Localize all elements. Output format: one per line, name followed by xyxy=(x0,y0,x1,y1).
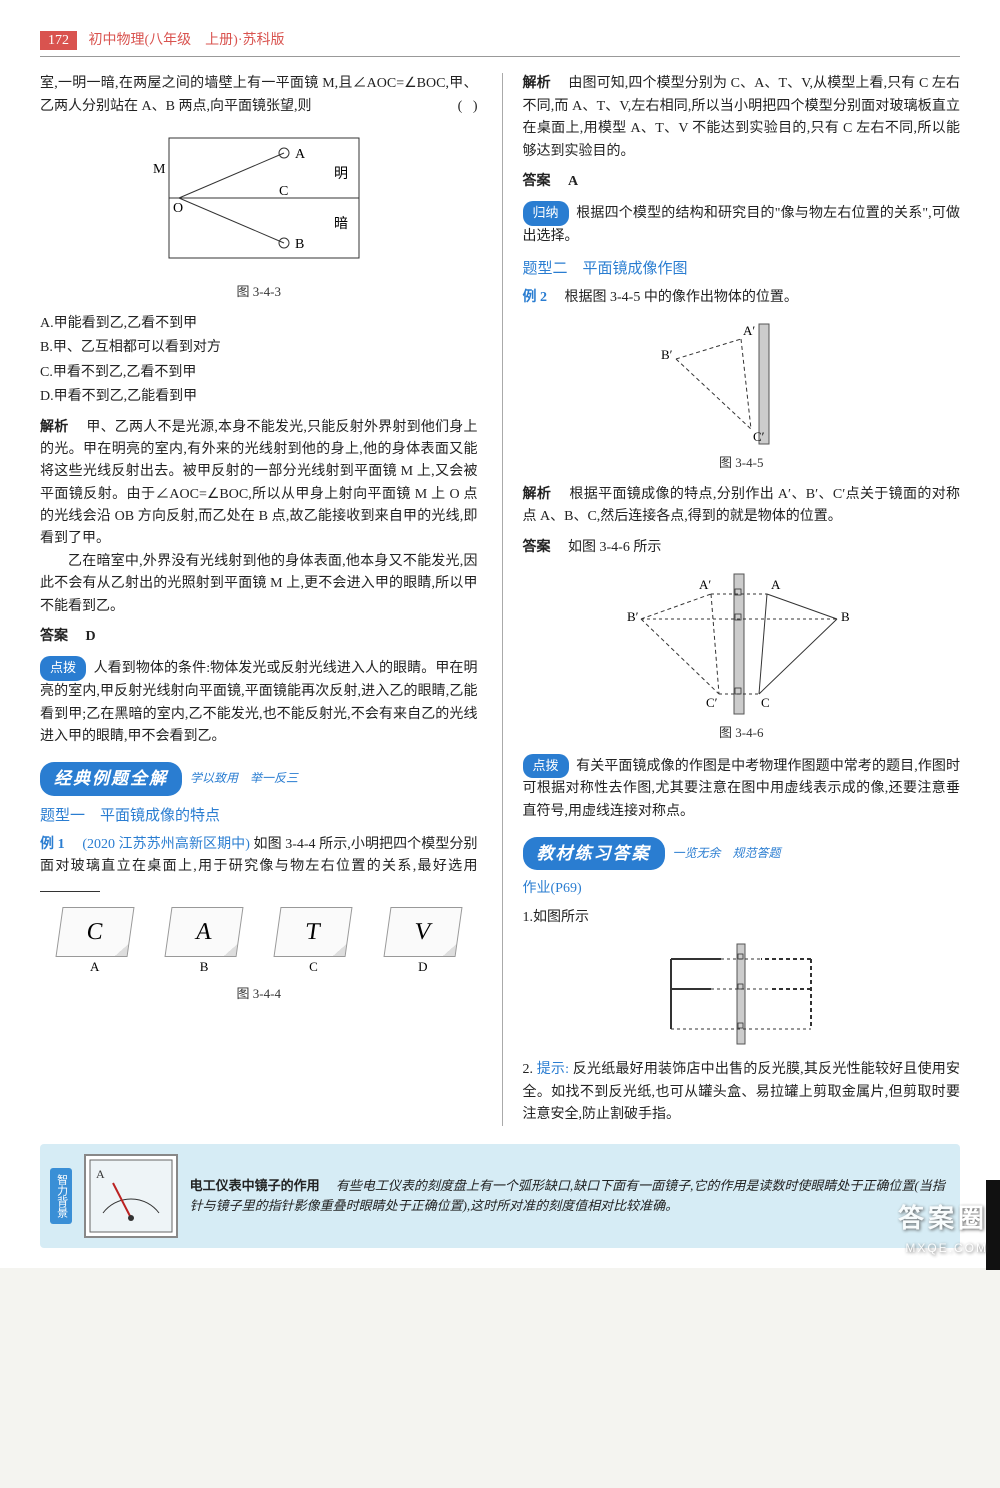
svg-text:C′: C′ xyxy=(753,429,765,444)
footer-text: 电工仪表中镜子的作用 有些电工仪表的刻度盘上有一个弧形缺口,缺口下面有一面镜子,… xyxy=(190,1176,950,1218)
left-column: 室,一明一暗,在两屋之间的墙壁上有一平面镜 M,且∠AOC=∠BOC,甲、乙两人… xyxy=(40,73,478,1126)
svg-text:B: B xyxy=(295,237,304,252)
answer: 答案 D xyxy=(40,626,478,648)
homework-label: 作业(P69) xyxy=(523,878,961,900)
analysis-r: 解析 由图可知,四个模型分别为 C、A、T、V,从模型上看,只有 C 左右不同,… xyxy=(523,73,961,163)
svg-text:C: C xyxy=(761,695,770,710)
svg-text:B′: B′ xyxy=(627,609,639,624)
model-box-a: A xyxy=(165,907,244,957)
right-column: 解析 由图可知,四个模型分别为 C、A、T、V,从模型上看,只有 C 左右不同,… xyxy=(502,73,961,1126)
answer2-r: 答案 如图 3-4-6 所示 xyxy=(523,537,961,559)
svg-text:A: A xyxy=(295,147,306,162)
example-1: 例 1 (2020 江苏苏州高新区期中) 如图 3-4-4 所示,小明把四个模型… xyxy=(40,834,478,901)
type2-heading: 题型二 平面镜成像作图 xyxy=(523,257,961,281)
example-2: 例 2 根据图 3-4-5 中的像作出物体的位置。 xyxy=(523,287,961,309)
section-examples-heading: 经典例题全解 学以致用 举一反三 xyxy=(40,762,478,795)
page-header: 172 初中物理(八年级 上册)·苏科版 xyxy=(40,30,960,57)
svg-text:暗: 暗 xyxy=(334,216,348,232)
tip-badge: 点拨 xyxy=(40,656,86,681)
figure-3-4-3-caption: 图 3-4-3 xyxy=(40,282,478,303)
q1: 1.如图所示 xyxy=(523,907,961,929)
figure-3-4-6: A′ B′ C′ A B C 图 3-4-6 xyxy=(523,569,961,744)
summary-badge: 归纳 xyxy=(523,201,569,226)
header-title: 初中物理(八年级 上册)·苏科版 xyxy=(89,33,285,48)
section-textbook-heading: 教材练习答案 一览无余 规范答题 xyxy=(523,837,961,870)
type1-heading: 题型一 平面镜成像的特点 xyxy=(40,804,478,828)
summary-r: 归纳 根据四个模型的结构和研究目的"像与物左右位置的关系",可做出选择。 xyxy=(523,201,961,248)
svg-text:A: A xyxy=(771,577,781,592)
footer-box: 智力背景 A 电工仪表中镜子的作用 有些电工仪表的刻度盘上有一个弧形缺口,缺口下… xyxy=(40,1144,960,1248)
opt-c: C.甲看不到乙,乙看不到甲 xyxy=(40,362,478,384)
figure-f-mirror xyxy=(523,939,961,1049)
options: A.甲能看到乙,乙看不到甲 B.甲、乙互相都可以看到对方 C.甲看不到乙,乙看不… xyxy=(40,313,478,409)
tip-r: 点拨 有关平面镜成像的作图是中考物理作图题中常考的题目,作图时可根据对称性去作图… xyxy=(523,754,961,824)
footer-side-tab: 智力背景 xyxy=(50,1168,72,1224)
svg-text:B′: B′ xyxy=(661,347,673,362)
model-box-t: T xyxy=(274,907,353,957)
opt-d: D.甲看不到乙,乙能看到甲 xyxy=(40,386,478,408)
svg-text:C: C xyxy=(279,184,288,199)
opt-b: B.甲、乙互相都可以看到对方 xyxy=(40,337,478,359)
analysis-para2: 乙在暗室中,外界没有光线射到他的身体表面,他本身又不能发光,因此不会有从乙射出的… xyxy=(40,551,478,618)
analysis: 解析 甲、乙两人不是光源,本身不能发光,只能反射外界射到他们身上的光。甲在明亮的… xyxy=(40,417,478,551)
model-box-c: C xyxy=(55,907,134,957)
black-side-tab xyxy=(986,1180,1000,1270)
figure-3-4-4-caption: 图 3-4-4 xyxy=(40,984,478,1005)
svg-text:明: 明 xyxy=(334,167,348,182)
tip: 点拨 人看到物体的条件:物体发光或反射光线进入人的眼睛。甲在明亮的室内,甲反射光… xyxy=(40,656,478,748)
footer-gauge-image: A xyxy=(84,1154,178,1238)
svg-text:A′: A′ xyxy=(743,323,755,338)
model-row: CA AB TC VD xyxy=(40,907,478,978)
q2: 2. 提示: 反光纸最好用装饰店中出售的反光膜,其反光性能较好且使用安全。如找不… xyxy=(523,1059,961,1126)
svg-text:B: B xyxy=(841,609,850,624)
svg-text:A: A xyxy=(96,1167,105,1181)
intro-text: 室,一明一暗,在两屋之间的墙壁上有一平面镜 M,且∠AOC=∠BOC,甲、乙两人… xyxy=(40,73,478,118)
tip-badge-r: 点拨 xyxy=(523,754,569,779)
page-number: 172 xyxy=(40,31,77,50)
model-box-v: V xyxy=(383,907,462,957)
answer-r: 答案 A xyxy=(523,171,961,193)
analysis2-r: 解析 根据平面镜成像的特点,分别作出 A′、B′、C′点关于镜面的对称点 A、B… xyxy=(523,484,961,529)
svg-text:O: O xyxy=(173,201,183,216)
opt-a: A.甲能看到乙,乙看不到甲 xyxy=(40,313,478,335)
label-M: M xyxy=(153,162,166,177)
svg-text:A′: A′ xyxy=(699,577,711,592)
figure-3-4-3: M O A B C 明 暗 图 3-4-3 xyxy=(40,128,478,303)
svg-text:C′: C′ xyxy=(706,695,718,710)
figure-3-4-5: A′ B′ C′ 图 3-4-5 xyxy=(523,319,961,474)
